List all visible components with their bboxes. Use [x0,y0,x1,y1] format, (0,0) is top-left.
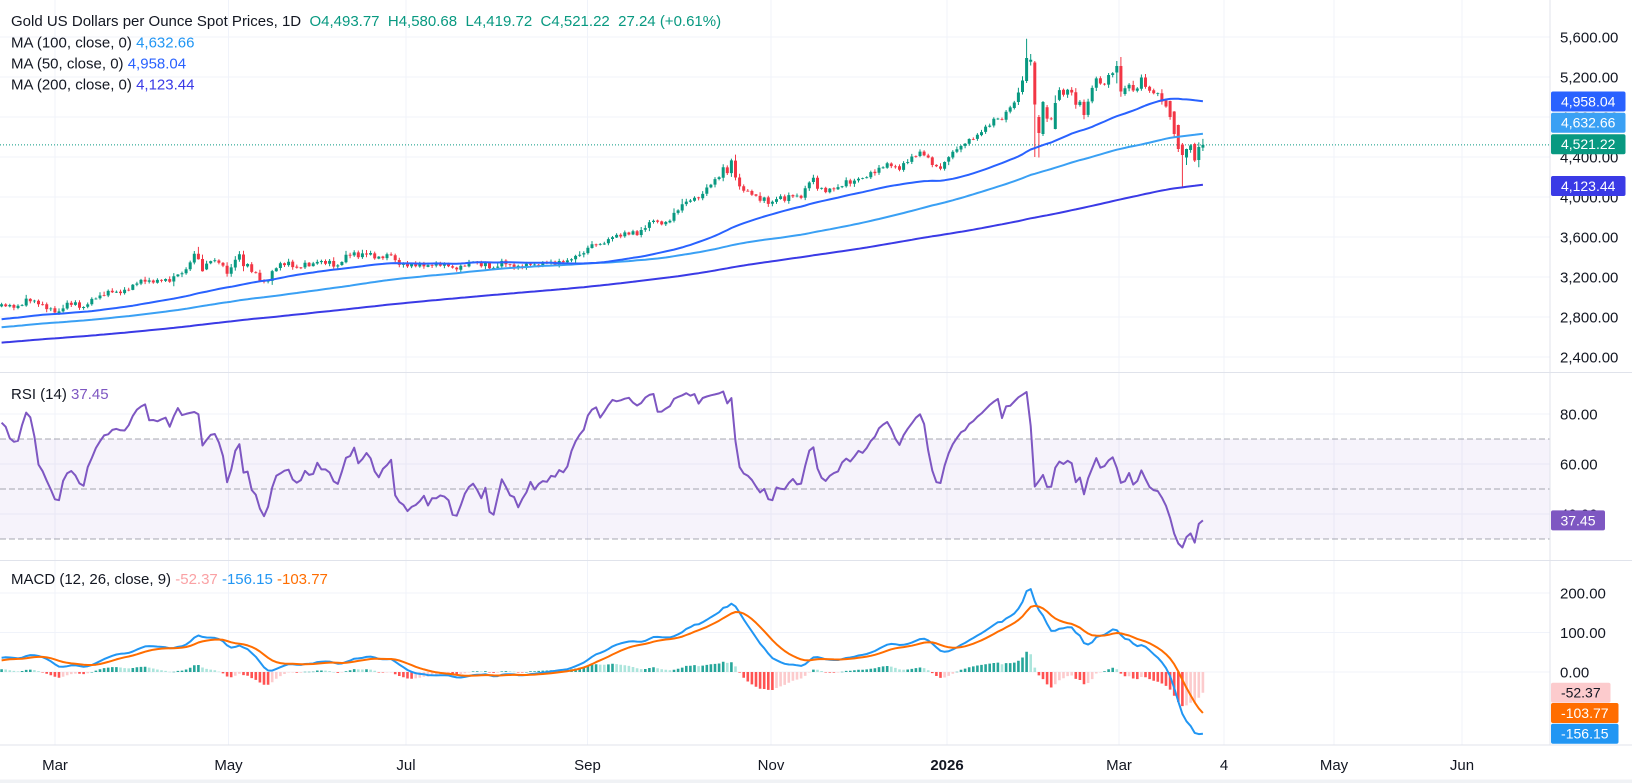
svg-text:-52.37: -52.37 [1561,685,1601,701]
svg-text:2,800.00: 2,800.00 [1560,309,1618,326]
svg-text:MA (100, close, 0) 4,632.66: MA (100, close, 0) 4,632.66 [11,35,194,52]
svg-text:MA (50, close, 0) 4,958.04: MA (50, close, 0) 4,958.04 [11,56,186,73]
svg-text:Mar: Mar [1106,757,1132,774]
svg-text:3,600.00: 3,600.00 [1560,229,1618,246]
svg-text:Sep: Sep [574,757,601,774]
svg-text:MA (200, close, 0) 4,123.44: MA (200, close, 0) 4,123.44 [11,77,194,94]
svg-text:200.00: 200.00 [1560,585,1606,602]
svg-text:May: May [1320,757,1349,774]
svg-text:May: May [214,757,243,774]
svg-text:80.00: 80.00 [1560,406,1598,423]
svg-text:5,600.00: 5,600.00 [1560,29,1618,46]
svg-text:5,200.00: 5,200.00 [1560,69,1618,86]
svg-text:4,123.44: 4,123.44 [1561,178,1616,194]
svg-text:100.00: 100.00 [1560,625,1606,642]
svg-text:4,632.66: 4,632.66 [1561,115,1616,131]
svg-text:60.00: 60.00 [1560,456,1598,473]
svg-text:Nov: Nov [758,757,785,774]
svg-text:4,958.04: 4,958.04 [1561,93,1616,109]
svg-text:RSI (14) 37.45: RSI (14) 37.45 [11,386,109,403]
svg-text:Jul: Jul [396,757,415,774]
svg-text:Mar: Mar [42,757,68,774]
svg-text:-156.15: -156.15 [1561,726,1609,742]
svg-text:4,521.22: 4,521.22 [1561,136,1616,152]
svg-text:2026: 2026 [930,757,963,774]
svg-text:4: 4 [1220,757,1228,774]
svg-text:-103.77: -103.77 [1561,705,1609,721]
svg-text:0.00: 0.00 [1560,664,1589,681]
svg-text:MACD (12, 26, close, 9) -52.3: MACD (12, 26, close, 9) -52.37 -156.15 -… [11,571,328,588]
svg-text:3,200.00: 3,200.00 [1560,269,1618,286]
svg-text:37.45: 37.45 [1560,512,1595,528]
svg-text:Jun: Jun [1450,757,1474,774]
svg-text:Gold US Dollars per Ounce Spot: Gold US Dollars per Ounce Spot Prices, 1… [11,13,721,30]
svg-text:2,400.00: 2,400.00 [1560,349,1618,366]
